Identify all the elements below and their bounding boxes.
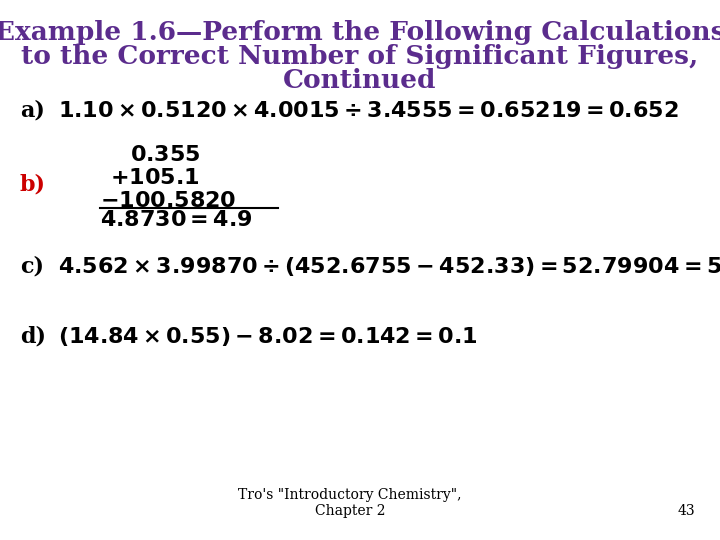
Text: $\mathbf{4.8730=4.9}$: $\mathbf{4.8730=4.9}$ (100, 210, 253, 230)
Text: 43: 43 (678, 504, 695, 518)
Text: $\mathbf{4.562\times3.99870\div(452.6755-452.33)=52.79904=53}$: $\mathbf{4.562\times3.99870\div(452.6755… (58, 255, 720, 278)
Text: to the Correct Number of Significant Figures,: to the Correct Number of Significant Fig… (22, 44, 698, 69)
Text: d): d) (20, 325, 46, 347)
Text: a): a) (20, 100, 45, 122)
Text: Tro's "Introductory Chemistry",
Chapter 2: Tro's "Introductory Chemistry", Chapter … (238, 488, 462, 518)
Text: $\mathbf{(14.84\times0.55)-8.02=0.142=0.1}$: $\mathbf{(14.84\times0.55)-8.02=0.142=0.… (58, 325, 477, 348)
Text: $\mathbf{0.355}$: $\mathbf{0.355}$ (130, 145, 201, 165)
Text: $\mathbf{-100.5820}$: $\mathbf{-100.5820}$ (100, 191, 236, 211)
Text: b): b) (20, 173, 46, 195)
Text: Example 1.6—Perform the Following Calculations: Example 1.6—Perform the Following Calcul… (0, 20, 720, 45)
Text: Continued: Continued (283, 68, 437, 93)
Text: c): c) (20, 255, 44, 277)
Text: $\mathbf{+105.1}$: $\mathbf{+105.1}$ (110, 168, 199, 188)
Text: $\mathbf{1.10\times0.5120\times4.0015\div3.4555=0.65219=0.652}$: $\mathbf{1.10\times0.5120\times4.0015\di… (58, 100, 679, 122)
